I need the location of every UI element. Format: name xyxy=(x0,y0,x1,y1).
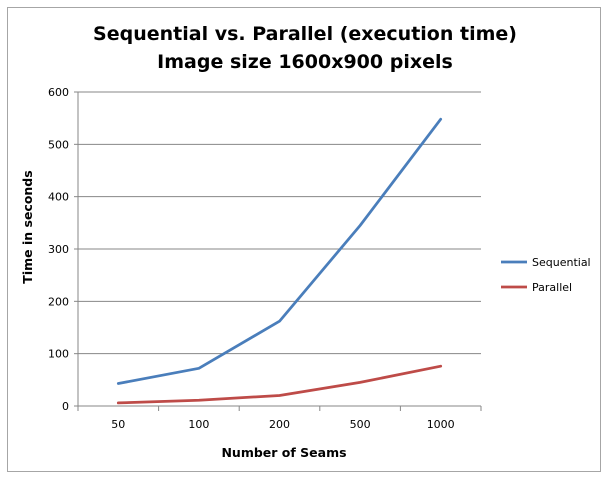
y-tick-labels: 0 100 200 300 400 500 600 xyxy=(48,86,69,413)
chart-title-line-1: Sequential vs. Parallel (execution time) xyxy=(93,23,517,45)
x-tick-label-3: 500 xyxy=(350,418,371,431)
y-tick-label-5: 500 xyxy=(48,138,69,151)
legend-label-sequential: Sequential xyxy=(532,256,591,269)
legend-label-parallel: Parallel xyxy=(532,281,572,294)
gridlines xyxy=(78,91,481,355)
legend: Sequential Parallel xyxy=(501,256,591,294)
series-line-sequential xyxy=(116,117,443,385)
series-line-parallel xyxy=(116,364,443,405)
axes xyxy=(74,91,482,411)
y-tick-label-2: 200 xyxy=(48,295,69,308)
y-axis-title: Time in seconds xyxy=(20,170,35,283)
series-lines xyxy=(116,117,443,405)
chart-title: Sequential vs. Parallel (execution time)… xyxy=(93,23,517,73)
x-axis-title: Number of Seams xyxy=(221,445,346,460)
x-tick-label-4: 1000 xyxy=(427,418,455,431)
x-tick-label-2: 200 xyxy=(269,418,290,431)
x-tick-label-1: 100 xyxy=(188,418,209,431)
y-tick-label-1: 100 xyxy=(48,348,69,361)
y-tick-label-0: 0 xyxy=(62,400,69,413)
y-tick-label-4: 400 xyxy=(48,191,69,204)
chart-title-line-2: Image size 1600x900 pixels xyxy=(157,51,453,73)
y-tick-label-6: 600 xyxy=(48,86,69,99)
y-tick-label-3: 300 xyxy=(48,243,69,256)
chart-frame xyxy=(7,7,601,472)
x-tick-labels: 50 100 200 500 1000 xyxy=(111,418,454,431)
x-tick-label-0: 50 xyxy=(111,418,125,431)
